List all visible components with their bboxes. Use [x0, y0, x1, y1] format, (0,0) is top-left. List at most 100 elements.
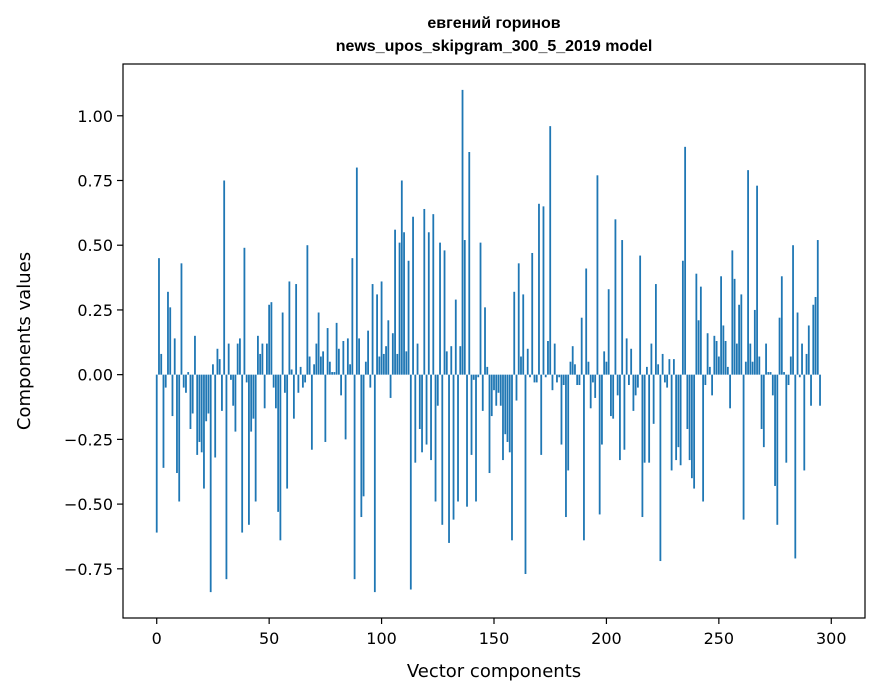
bar [733, 278, 736, 375]
bar [785, 374, 788, 463]
bar [695, 273, 698, 375]
bar [747, 170, 749, 375]
bar [403, 232, 405, 375]
bar [236, 343, 239, 375]
bar [771, 374, 774, 396]
bar [346, 338, 349, 375]
bar [589, 374, 592, 409]
x-axis-ticks: 0 50 100 150 200 250 300 [152, 618, 847, 648]
bar [288, 281, 291, 375]
bar [616, 374, 619, 396]
bar [477, 374, 480, 378]
bar [556, 374, 558, 383]
bar [173, 338, 176, 375]
bar [176, 374, 178, 474]
bar [376, 294, 378, 375]
bar [699, 286, 702, 375]
bar [328, 361, 331, 375]
bar [450, 346, 453, 375]
bar [394, 229, 396, 375]
bar [182, 374, 185, 388]
bar [769, 372, 772, 375]
bar [807, 325, 810, 375]
bar [353, 374, 356, 580]
bar [331, 372, 334, 375]
bar [578, 374, 581, 386]
bar [801, 343, 803, 375]
bar [717, 356, 720, 375]
bar [313, 364, 316, 375]
bar [315, 343, 318, 375]
bar [650, 343, 653, 375]
bar [301, 374, 304, 388]
y-tick-label: 0.25 [77, 301, 113, 320]
bar [814, 296, 817, 375]
bar [583, 374, 585, 541]
bar [443, 250, 446, 375]
bar [421, 374, 423, 453]
bar [180, 263, 183, 375]
bar [270, 302, 273, 375]
bar [529, 374, 531, 378]
bar [167, 291, 169, 375]
bar [504, 374, 507, 435]
bar [432, 214, 435, 375]
bar [200, 374, 203, 453]
bar [648, 374, 651, 463]
bar [819, 374, 821, 406]
bar [749, 343, 752, 375]
bar [607, 289, 610, 375]
bar [646, 366, 648, 375]
bar [641, 374, 644, 518]
bar [243, 247, 246, 375]
bar [780, 276, 783, 375]
x-tick-label: 300 [816, 629, 847, 648]
bar [324, 374, 327, 442]
bar [169, 307, 172, 375]
bar [661, 353, 664, 375]
bar [706, 333, 709, 375]
bar [335, 322, 338, 375]
bar [796, 312, 799, 375]
bar [470, 374, 473, 455]
bar [398, 242, 401, 375]
bar [358, 338, 360, 375]
bar [427, 232, 430, 375]
bar [724, 341, 727, 375]
bar [574, 364, 576, 375]
bar [461, 89, 464, 375]
bar [666, 374, 669, 388]
bar [643, 374, 646, 463]
bar [621, 240, 624, 375]
bar [304, 374, 307, 383]
bar [744, 361, 747, 375]
bar [158, 258, 160, 375]
bar [457, 374, 459, 502]
x-tick-label: 0 [152, 629, 162, 648]
bar [488, 374, 491, 474]
bar [468, 152, 471, 375]
bar [178, 374, 181, 502]
bar [292, 374, 295, 419]
bar [196, 374, 199, 455]
bar [715, 341, 718, 375]
bar [677, 374, 680, 448]
x-tick-label: 100 [366, 629, 397, 648]
bar [434, 374, 437, 502]
bar [396, 353, 399, 375]
bar [252, 374, 255, 419]
bar [551, 374, 554, 391]
bar [587, 361, 590, 375]
bar [283, 374, 286, 393]
chart-subtitle: news_upos_skipgram_300_5_2019 model [336, 38, 653, 55]
bar [789, 356, 792, 375]
bar [675, 374, 678, 461]
bar [783, 372, 785, 375]
bar [373, 374, 376, 593]
bar [207, 374, 210, 414]
y-tick-label: 0.50 [77, 236, 113, 255]
bar [425, 374, 428, 445]
bar [344, 374, 347, 440]
bar [214, 374, 217, 458]
bar [787, 374, 790, 386]
